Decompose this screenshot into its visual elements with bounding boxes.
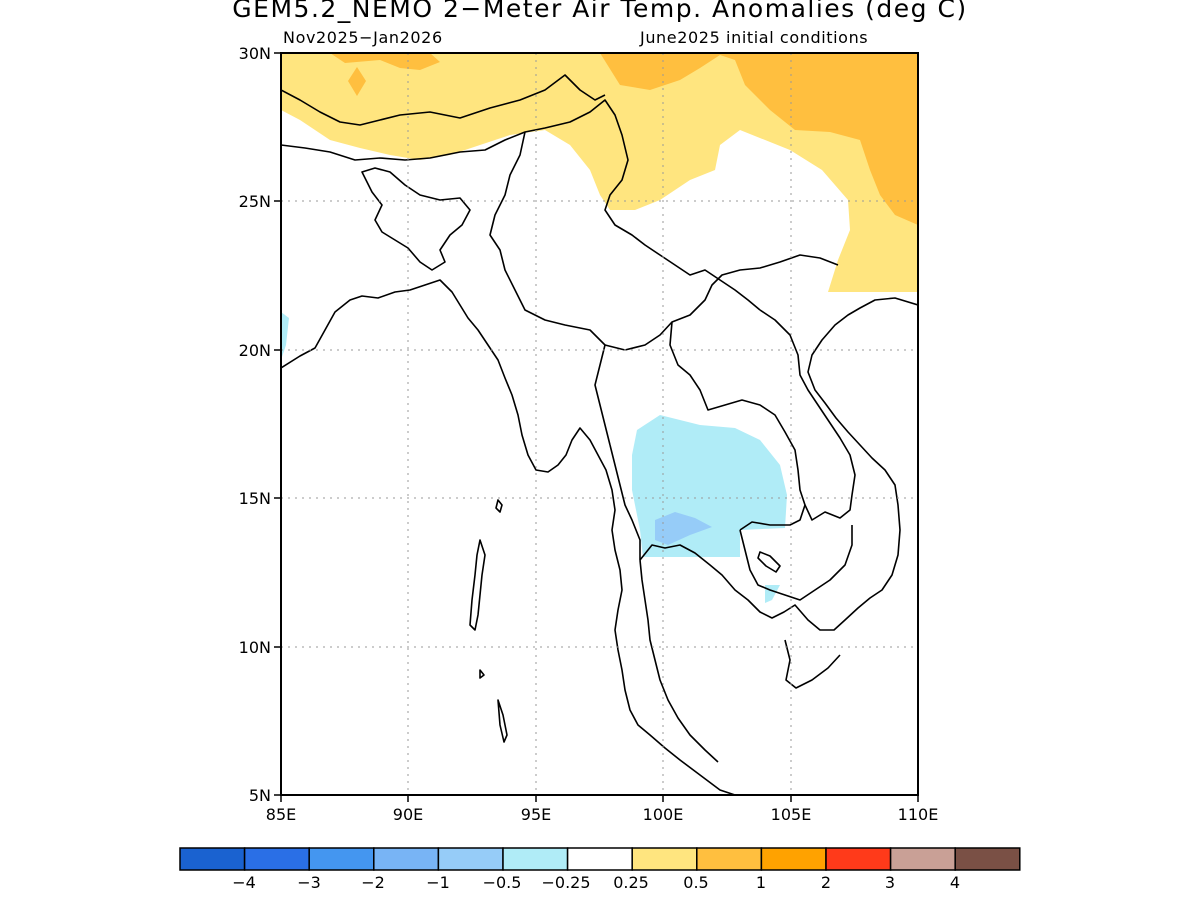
- legend-label: −2: [361, 873, 385, 892]
- lat-tick-label: 30N: [239, 44, 271, 63]
- cool-anomaly-region-strong: [655, 512, 712, 545]
- legend-label: 0.5: [683, 873, 708, 892]
- lon-tick-label: 105E: [771, 805, 812, 824]
- country-border: [281, 74, 606, 126]
- island: [469, 539, 486, 631]
- legend-swatch: [760, 847, 827, 871]
- lat-tick-label: 20N: [239, 341, 271, 360]
- cool-anomaly-region: [281, 312, 289, 360]
- lon-tick-label: 95E: [521, 805, 551, 824]
- lake: [757, 551, 781, 573]
- warm-anomaly-spot: [330, 53, 440, 70]
- forecast-period-label: Nov2025−Jan2026: [283, 28, 443, 47]
- plot-frame: [280, 52, 919, 796]
- country-border: [669, 321, 806, 531]
- legend-label: −0.5: [483, 873, 522, 892]
- legend-swatch: [179, 847, 246, 871]
- lon-tick-labels: 85E 90E 95E 100E 105E 110E: [266, 805, 939, 824]
- legend-label: −4: [232, 873, 256, 892]
- lat-tick-label: 25N: [239, 192, 271, 211]
- legend-swatch: [243, 847, 310, 871]
- initial-conditions-label: June2025 initial conditions: [640, 28, 869, 47]
- color-legend: [179, 847, 1021, 871]
- lat-tick-label: 5N: [249, 786, 271, 805]
- legend-label: 2: [821, 873, 831, 892]
- legend-swatch: [566, 847, 633, 871]
- country-border: [489, 131, 611, 446]
- lon-tick-label: 90E: [393, 805, 423, 824]
- legend-swatch: [502, 847, 569, 871]
- lat-tick-labels: 30N 25N 20N 15N 10N 5N: [239, 44, 271, 805]
- map-title: GEM5.2_NEMO 2−Meter Air Temp. Anomalies …: [232, 0, 968, 23]
- legend-label: −0.25: [541, 873, 590, 892]
- coastline: [281, 279, 736, 795]
- legend-swatch: [437, 847, 504, 871]
- legend-swatch: [889, 847, 956, 871]
- legend-swatch: [308, 847, 375, 871]
- legend-label: 1: [756, 873, 766, 892]
- country-border: [739, 525, 853, 601]
- axis-ticks: [274, 52, 919, 802]
- legend-swatch: [373, 847, 440, 871]
- grid-lines: [281, 53, 918, 795]
- warm-anomaly-spot: [348, 67, 366, 96]
- coastline: [639, 559, 719, 763]
- cool-anomaly-region: [765, 585, 780, 603]
- country-border: [609, 444, 641, 560]
- lat-tick-label: 15N: [239, 489, 271, 508]
- legend-swatch: [631, 847, 698, 871]
- country-border: [361, 167, 471, 271]
- lon-tick-label: 85E: [266, 805, 296, 824]
- coastline: [639, 297, 918, 631]
- warm-anomaly-region-strong: [600, 53, 918, 225]
- color-legend-labels: −4 −3 −2 −1 −0.5 −0.25 0.25 0.5 1 2 3 4: [232, 873, 960, 892]
- legend-label: 3: [885, 873, 895, 892]
- legend-swatch: [696, 847, 763, 871]
- lon-tick-label: 100E: [643, 805, 684, 824]
- legend-swatch: [825, 847, 892, 871]
- warm-anomaly-region: [281, 53, 918, 292]
- island: [495, 499, 503, 513]
- legend-label: 0.25: [613, 873, 649, 892]
- country-border: [281, 99, 761, 311]
- island: [479, 669, 485, 679]
- coastline-layer: [281, 74, 918, 795]
- lat-tick-label: 10N: [239, 638, 271, 657]
- legend-label: −3: [297, 873, 321, 892]
- country-border: [604, 254, 839, 351]
- anomaly-fill-layer: [281, 53, 918, 603]
- coastline: [784, 639, 841, 689]
- island: [497, 699, 508, 743]
- legend-label: 4: [950, 873, 960, 892]
- legend-swatch: [954, 847, 1021, 871]
- country-border: [759, 309, 856, 521]
- lon-tick-label: 110E: [898, 805, 939, 824]
- legend-label: −1: [426, 873, 450, 892]
